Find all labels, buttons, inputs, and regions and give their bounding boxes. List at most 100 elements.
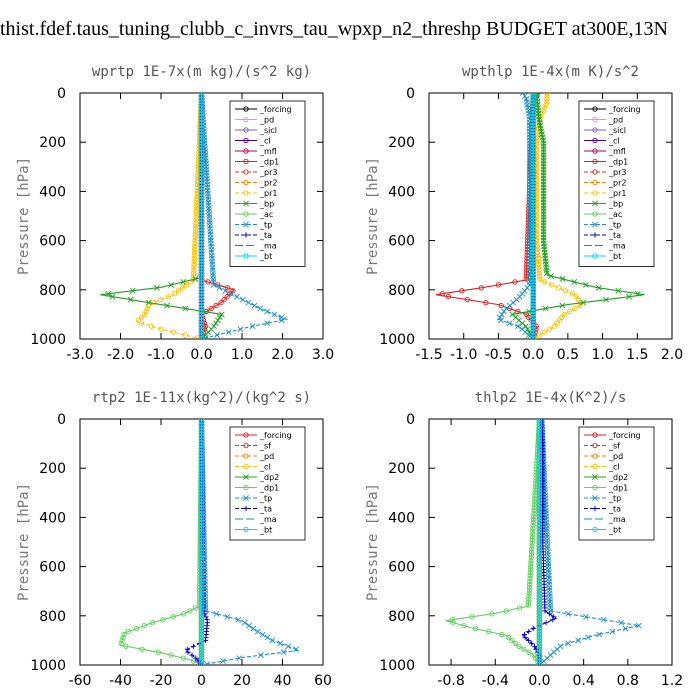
series-marker	[198, 249, 205, 256]
series-marker	[536, 469, 543, 475]
series-marker	[565, 610, 572, 617]
series-marker	[198, 558, 205, 564]
series-marker	[212, 320, 219, 327]
series-marker	[236, 655, 243, 662]
series-marker	[571, 279, 578, 285]
panel-4: thlp2 1E-4x(K^2)/s Pressure [hPa] -0.8 -0.4…	[365, 390, 683, 689]
series-marker	[530, 226, 536, 232]
series-marker	[529, 543, 535, 549]
series-marker	[198, 451, 205, 458]
series-marker	[285, 643, 292, 650]
series-marker	[118, 640, 124, 647]
series-marker	[543, 620, 549, 626]
series-marker	[536, 507, 543, 514]
series-marker	[123, 643, 129, 649]
series-marker	[530, 113, 536, 120]
series-marker	[198, 484, 205, 490]
legend-marker	[243, 495, 249, 501]
y-tick-label: 1000	[379, 658, 415, 674]
x-tick-label: -1.5	[415, 347, 442, 363]
series-marker	[603, 296, 609, 303]
series-marker	[198, 93, 205, 99]
series-marker	[536, 596, 543, 602]
series-marker	[198, 649, 205, 655]
series-marker	[530, 220, 536, 226]
series-marker	[536, 419, 543, 425]
series-marker	[198, 252, 205, 259]
series-marker	[536, 563, 543, 570]
series-marker	[198, 513, 205, 520]
series-marker	[530, 175, 536, 182]
series-marker	[193, 202, 200, 208]
series-marker	[198, 294, 205, 300]
series-marker	[170, 329, 176, 335]
series-marker	[198, 510, 205, 517]
series-marker	[536, 581, 543, 587]
series-marker	[191, 261, 197, 267]
legend-label: _ta	[608, 505, 621, 514]
y-tick-label: 200	[388, 135, 415, 151]
legend-label: _dp2	[608, 473, 628, 482]
series-marker	[530, 234, 536, 241]
series-marker	[198, 569, 205, 576]
series-marker	[218, 311, 225, 318]
series-marker	[198, 335, 205, 339]
series-marker	[278, 314, 285, 321]
series-marker	[198, 149, 205, 155]
series-marker	[536, 620, 543, 626]
series-marker	[191, 252, 198, 259]
series-marker	[198, 314, 205, 321]
series-marker	[533, 478, 539, 484]
series-marker	[133, 625, 140, 632]
series-marker	[495, 282, 502, 288]
series-marker	[546, 611, 552, 617]
series-marker	[530, 108, 536, 114]
series-marker	[198, 173, 205, 179]
series-marker	[198, 419, 205, 422]
series-marker	[105, 290, 112, 297]
series-marker	[530, 102, 536, 108]
series-marker	[198, 137, 205, 143]
legend-box	[578, 100, 655, 267]
legend-label: _tp	[608, 221, 621, 230]
series-marker	[203, 661, 210, 665]
series-marker	[189, 652, 195, 658]
series-marker	[180, 611, 187, 617]
series-marker	[536, 261, 542, 267]
series-marker	[526, 587, 532, 593]
series-marker	[509, 637, 515, 644]
series-marker	[198, 232, 205, 238]
y-tick-label: 400	[39, 510, 66, 526]
legend-label: _pd	[259, 452, 274, 461]
series-marker	[198, 587, 205, 593]
panel-title: wpthlp 1E-4x(m K)/s^2	[462, 64, 639, 80]
series-marker	[536, 572, 543, 579]
series-marker	[526, 649, 532, 655]
y-tick-label: 0	[406, 86, 415, 102]
series-marker	[193, 217, 199, 223]
series-marker	[198, 499, 205, 505]
series-marker	[536, 628, 543, 635]
series-marker	[198, 208, 205, 214]
figure-title: thist.fdef.taus_tuning_clubb_c_invrs_tau…	[0, 18, 668, 40]
series-marker	[536, 584, 543, 590]
series-marker	[198, 608, 205, 614]
series-marker	[531, 501, 538, 508]
series-marker	[530, 528, 536, 534]
series-marker	[535, 442, 541, 449]
legend-marker	[592, 505, 598, 512]
series-marker	[198, 320, 205, 326]
series-marker	[536, 649, 543, 655]
series-marker	[536, 617, 543, 623]
series-marker	[536, 605, 543, 611]
series-marker	[536, 661, 543, 665]
legend-label: _ma	[259, 242, 277, 251]
series-marker	[585, 634, 591, 641]
series-marker	[521, 646, 527, 652]
series-marker	[198, 546, 205, 552]
series-marker	[530, 211, 536, 217]
series-marker	[524, 261, 530, 267]
series-marker	[198, 202, 205, 208]
series-marker	[198, 255, 205, 261]
